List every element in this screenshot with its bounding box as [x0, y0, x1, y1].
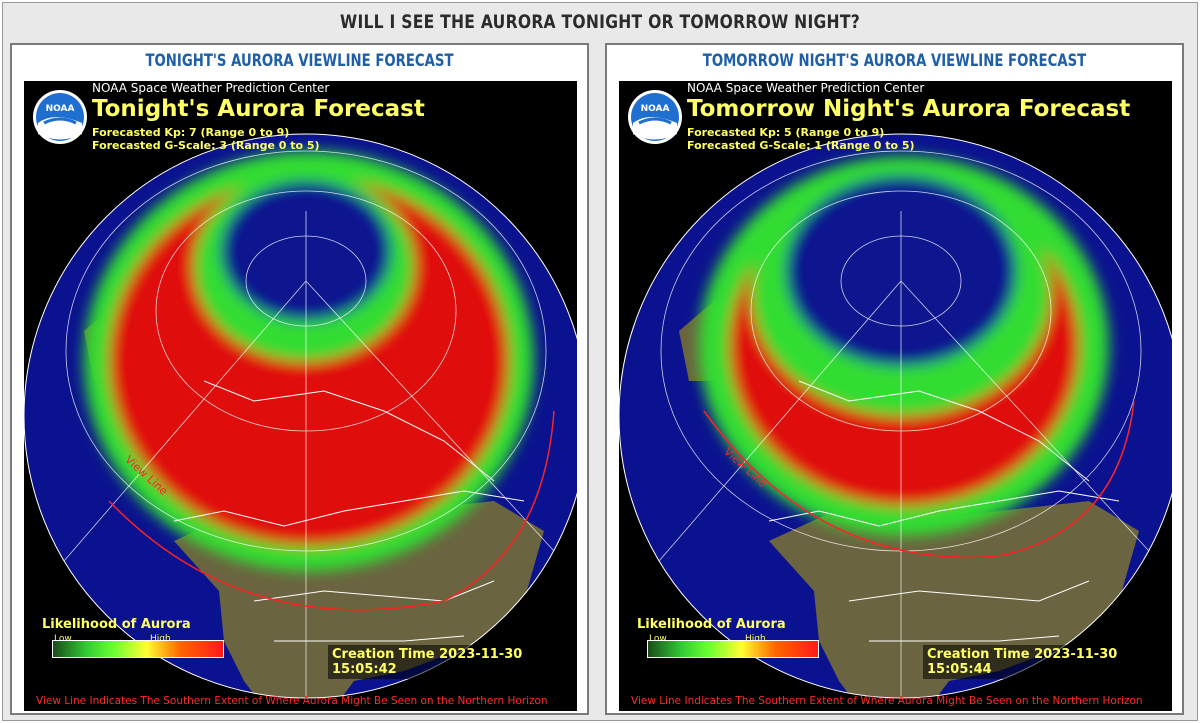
kp-forecast: Forecasted Kp: 5 (Range 0 to 9)	[687, 126, 885, 139]
tomorrow-globe	[619, 133, 1172, 699]
org-name: NOAA Space Weather Prediction Center	[687, 81, 925, 95]
noaa-logo-icon: NOAA	[33, 90, 87, 144]
page-title: WILL I SEE THE AURORA TONIGHT OR TOMORRO…	[340, 11, 860, 33]
tomorrow-aurora-map: NOAA NOAA Space Weather Prediction Cente…	[619, 81, 1172, 711]
noaa-logo-icon: NOAA	[628, 90, 682, 144]
legend-low-label: Low	[649, 634, 667, 644]
svg-text:NOAA: NOAA	[641, 104, 670, 114]
likelihood-color-bar	[52, 640, 224, 658]
creation-time: Creation Time 2023-11-30 15:05:44	[923, 645, 1172, 679]
tonight-globe	[24, 133, 577, 699]
creation-time: Creation Time 2023-11-30 15:05:42	[328, 645, 577, 679]
legend-low-label: Low	[54, 634, 72, 644]
north-america-land	[769, 501, 1139, 698]
tomorrow-panel-heading: TOMORROW NIGHT'S AURORA VIEWLINE FORECAS…	[702, 51, 1087, 71]
view-line	[703, 400, 1135, 558]
tomorrow-panel: TOMORROW NIGHT'S AURORA VIEWLINE FORECAS…	[605, 43, 1184, 715]
tonight-panel-heading: TONIGHT'S AURORA VIEWLINE FORECAST	[145, 51, 454, 71]
tonight-aurora-map: NOAA NOAA Space Weather Prediction Cente…	[24, 81, 577, 711]
kp-forecast: Forecasted Kp: 7 (Range 0 to 9)	[92, 126, 290, 139]
view-line-footnote: View Line Indicates The Southern Extent …	[631, 695, 1143, 707]
tonight-panel: TONIGHT'S AURORA VIEWLINE FORECAST	[10, 43, 589, 715]
legend-high-label: High	[745, 634, 766, 644]
legend-title: Likelihood of Aurora	[637, 617, 786, 632]
forecast-title: Tonight's Aurora Forecast	[92, 96, 425, 122]
svg-text:NOAA: NOAA	[46, 104, 75, 114]
legend-high-label: High	[150, 634, 171, 644]
view-line-footnote: View Line Indicates The Southern Extent …	[36, 695, 548, 707]
forecast-title: Tomorrow Night's Aurora Forecast	[687, 96, 1131, 122]
aurora-oval	[84, 151, 534, 571]
legend-title: Likelihood of Aurora	[42, 617, 191, 632]
view-line	[108, 410, 555, 611]
likelihood-color-bar	[647, 640, 819, 658]
g-scale-forecast: Forecasted G-Scale: 3 (Range 0 to 5)	[92, 139, 320, 152]
g-scale-forecast: Forecasted G-Scale: 1 (Range 0 to 5)	[687, 139, 915, 152]
org-name: NOAA Space Weather Prediction Center	[92, 81, 330, 95]
